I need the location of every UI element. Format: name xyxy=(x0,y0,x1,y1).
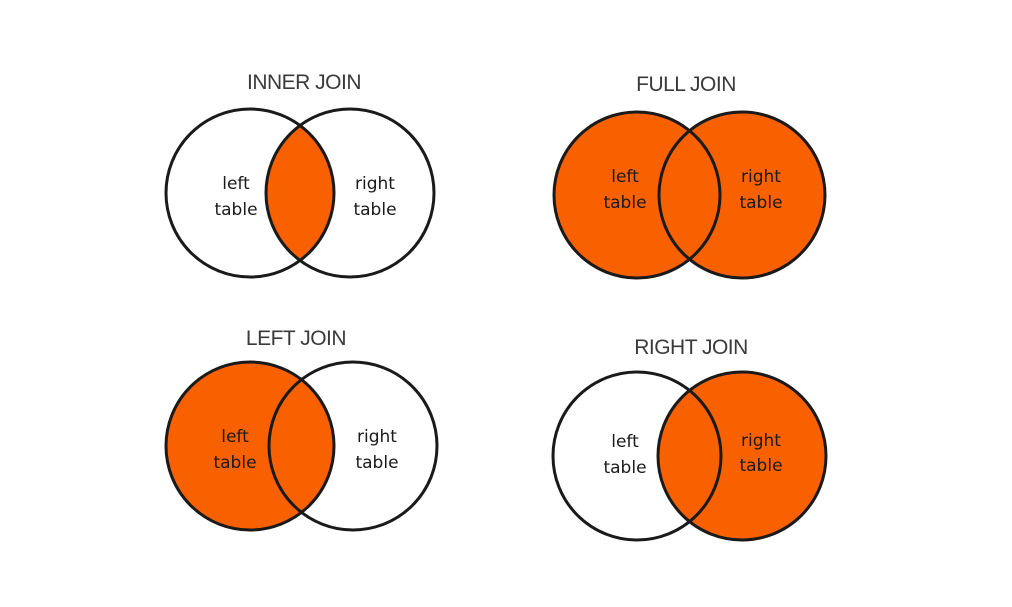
left-join-diagram: LEFT JOIN left table right table xyxy=(164,327,439,532)
right-table-circle xyxy=(657,110,827,280)
left-table-label-line-1: left xyxy=(221,427,249,447)
right-join-diagram: RIGHT JOIN left table right table xyxy=(551,336,828,542)
diagram-title: LEFT JOIN xyxy=(246,327,346,350)
right-table-circle xyxy=(267,360,439,532)
diagram-title: RIGHT JOIN xyxy=(634,336,748,359)
right-table-label-line-1: right xyxy=(357,427,397,447)
left-table-region xyxy=(166,362,334,530)
right-table-label-line-2: table xyxy=(353,200,396,220)
venn-shapes xyxy=(164,360,439,532)
right-table-label-line-1: right xyxy=(355,174,395,194)
left-table-label-line-1: left xyxy=(611,432,639,452)
diagram-title: INNER JOIN xyxy=(247,71,361,94)
venn-shapes xyxy=(164,107,436,279)
inner-join-diagram: INNER JOIN left table right table xyxy=(164,71,436,279)
right-table-region xyxy=(658,372,826,540)
right-table-label-line-2: table xyxy=(739,456,782,476)
intersection-region xyxy=(266,125,334,261)
right-table-label-line-2: table xyxy=(355,453,398,473)
left-table-label-line-2: table xyxy=(603,193,646,213)
left-table-circle xyxy=(164,360,336,532)
right-table-label-line-1: right xyxy=(741,431,781,451)
left-table-circle xyxy=(164,107,336,279)
left-table-label-line-2: table xyxy=(603,458,646,478)
left-table-label-line-1: left xyxy=(611,167,639,187)
right-table-region xyxy=(659,112,825,278)
right-table-circle xyxy=(264,107,436,279)
diagram-title: FULL JOIN xyxy=(636,73,736,96)
left-table-label-line-1: left xyxy=(222,174,250,194)
left-table-label-line-2: table xyxy=(213,453,256,473)
full-join-diagram: FULL JOIN left table right table xyxy=(552,73,827,280)
right-table-circle xyxy=(656,370,828,542)
left-table-circle xyxy=(552,110,722,280)
right-table-label-line-1: right xyxy=(741,167,781,187)
venn-shapes xyxy=(551,370,828,542)
venn-shapes xyxy=(552,110,827,280)
left-table-circle xyxy=(551,370,723,542)
left-table-label-line-2: table xyxy=(214,200,257,220)
right-table-label-line-2: table xyxy=(739,193,782,213)
